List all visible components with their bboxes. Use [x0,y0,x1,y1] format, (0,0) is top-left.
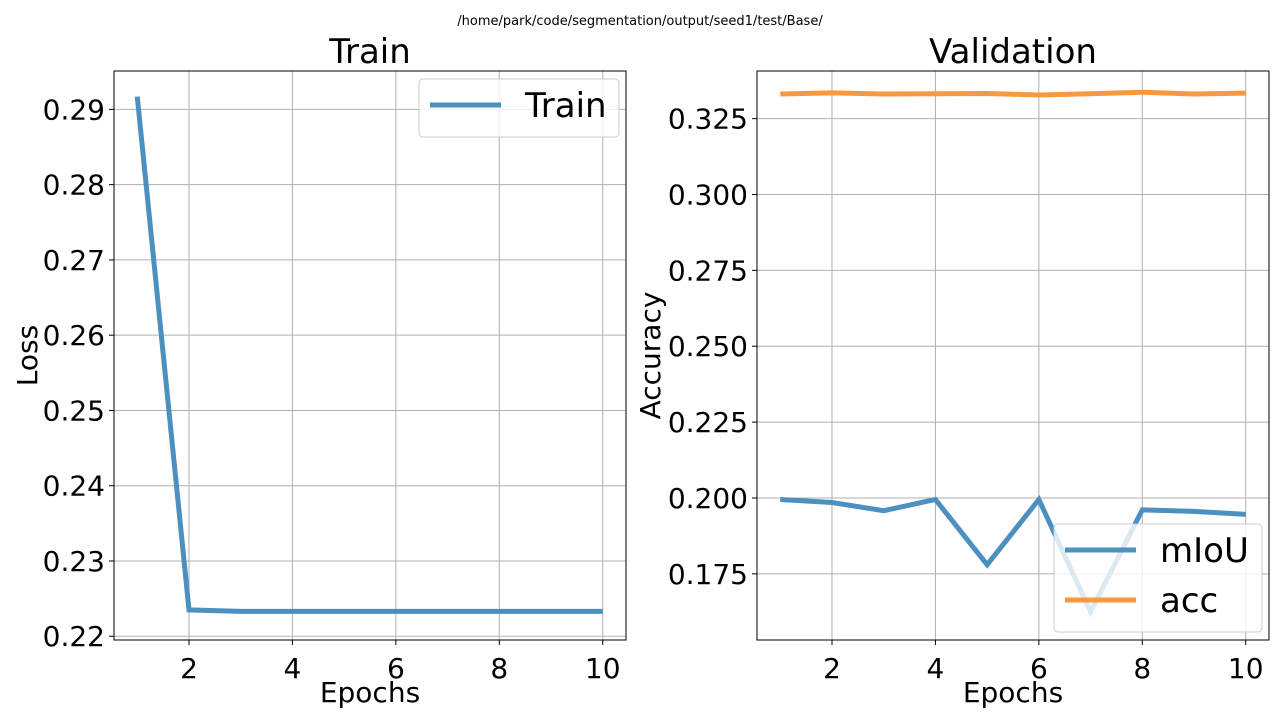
train-legend-box [418,78,620,138]
train-y-tick-label: 0.24 [43,470,105,503]
validation-y-axis-label: Accuracy [634,292,667,420]
validation-y-tick-label: 0.300 [668,179,748,212]
validation-legend: mIoU acc [1053,523,1263,633]
validation-y-tick-label: 0.200 [668,482,748,515]
validation-y-tick-label: 0.250 [668,330,748,363]
train-y-tick-label: 0.29 [43,93,105,126]
train-loss-chart: 2 4 6 8 10 0.22 0.23 0.24 0.25 0.26 0.27 0.28 0.29 Tr… [11,32,627,709]
validation-chart-title: Validation [929,32,1097,72]
train-legend: Train [418,78,620,138]
train-chart-title: Train [328,32,411,72]
train-y-tick-label: 0.25 [43,394,105,427]
validation-legend-label-acc: acc [1160,581,1218,621]
validation-y-tick-label: 0.225 [668,406,748,439]
validation-accuracy-chart: 2 4 6 8 10 0.175 0.200 0.225 0.250 0.275 0.300 0.32… [634,32,1270,709]
validation-x-tick-label: 2 [823,652,841,685]
validation-y-tick-label: 0.275 [668,254,748,287]
train-x-tick-label: 8 [490,652,508,685]
validation-axes-frame [756,70,1270,641]
validation-x-tick-label: 6 [1030,652,1048,685]
validation-series-line-acc [780,89,1246,98]
train-plot-area [114,71,626,640]
train-legend-label-train: Train [524,86,607,126]
train-axes-frame [113,70,627,641]
train-x-tick-label: 6 [387,652,405,685]
validation-legend-label-miou: mIoU [1160,531,1249,571]
train-y-tick-label: 0.26 [43,319,105,352]
train-y-tick-label: 0.22 [43,620,105,653]
validation-x-tick-label: 10 [1228,652,1264,685]
train-x-tick-label: 10 [585,652,621,685]
train-y-tick-label: 0.23 [43,545,105,578]
validation-series-line-miou [780,494,1246,618]
train-x-tick-label: 4 [284,652,302,685]
validation-y-tick-label: 0.325 [668,103,748,136]
train-x-tick-label: 2 [180,652,198,685]
train-x-axis-label: Epochs [320,676,420,709]
train-y-tick-label: 0.27 [43,244,105,277]
validation-x-tick-label: 8 [1133,652,1151,685]
train-y-axis-label: Loss [11,325,44,386]
train-series-line-train [134,96,603,614]
validation-x-axis-label: Epochs [963,676,1063,709]
validation-x-tick-label: 4 [927,652,945,685]
figure-suptitle: /home/park/code/segmentation/output/seed… [457,14,823,29]
validation-y-tick-label: 0.175 [668,558,748,591]
train-y-tick-label: 0.28 [43,169,105,202]
